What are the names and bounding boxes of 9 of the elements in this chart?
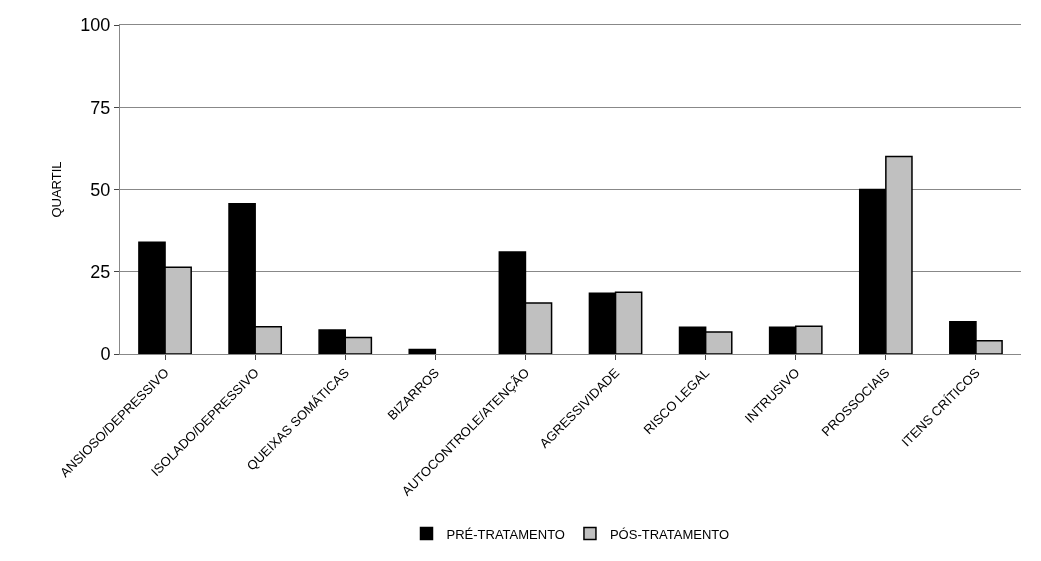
y-tick-label: 50 — [90, 179, 111, 200]
y-tick-label: 75 — [90, 97, 111, 118]
legend-label: PÓS-TRATAMENTO — [609, 526, 730, 542]
bar — [408, 348, 437, 354]
y-axis-title: QUARTIL — [49, 161, 65, 218]
y-tick-label: 25 — [90, 262, 111, 283]
y-tick-label: 0 — [100, 344, 111, 365]
legend-label: PRÉ-TRATAMENTO — [446, 526, 565, 542]
y-tick-label: 100 — [80, 15, 111, 36]
